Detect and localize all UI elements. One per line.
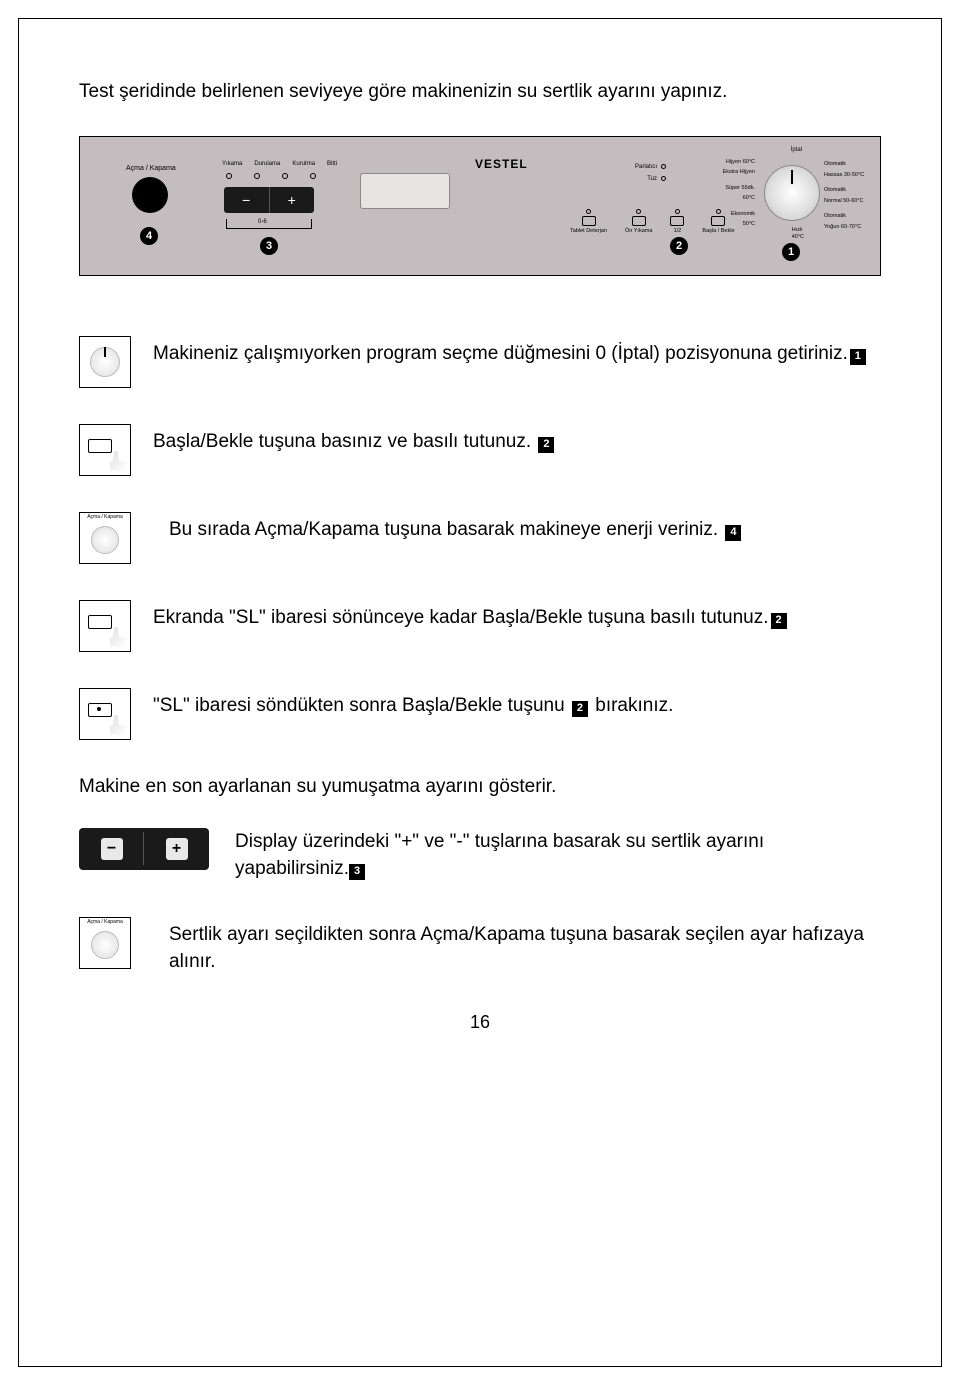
step-text-part: Display üzerindeki "+" ve "-" tuşlarına … (235, 831, 764, 880)
programs-left: Hijyen 60°C Ekstra Hijyen Süper 55dk. 60… (723, 157, 755, 229)
programs-right: Otomatik Hassas 30-50°C Otomatik Normal … (824, 159, 872, 233)
step-text: Bu sırada Açma/Kapama tuşuna basarak mak… (153, 512, 743, 544)
intro-text: Test şeridinde belirlenen seviyeye göre … (79, 79, 881, 106)
option-prewash[interactable]: Ön Yıkama (625, 209, 652, 234)
ref-badge: 2 (771, 613, 787, 629)
control-panel: Açma / Kapama 4 Yıkama Durulama Kurutma … (79, 136, 881, 276)
ref-badge: 2 (572, 701, 588, 717)
led-icon (226, 173, 232, 179)
program-label: Otomatik Hassas 30-50°C (824, 159, 872, 181)
delay-bracket (226, 219, 312, 229)
program-label: Hijyen 60°C Ekstra Hijyen (723, 157, 755, 177)
power-icon: Açma / Kapama (79, 917, 131, 969)
step-text: "SL" ibaresi söndükten sonra Başla/Bekle… (153, 688, 673, 720)
led-icon (310, 173, 316, 179)
badge-1: 1 (782, 243, 800, 261)
brand-logo: VESTEL (475, 157, 528, 171)
led-icon (661, 176, 666, 181)
statement-text: Makine en son ayarlanan su yumuşatma aya… (79, 776, 881, 798)
step-text: Makineniz çalışmıyorken program seçme dü… (153, 336, 868, 368)
step-2: Başla/Bekle tuşuna basınız ve basılı tut… (79, 424, 881, 476)
indicator-label: Tuz (647, 173, 657, 185)
step-text-part: bırakınız. (590, 695, 673, 716)
step-1: Makineniz çalışmıyorken program seçme dü… (79, 336, 881, 388)
power-icon: Açma / Kapama (79, 512, 131, 564)
step-text-part: Başla/Bekle tuşuna basınız ve basılı tut… (153, 431, 536, 452)
page-number: 16 (79, 1012, 881, 1033)
program-iptal: İptal (791, 147, 802, 153)
instruction-steps: Makineniz çalışmıyorken program seçme dü… (79, 336, 881, 740)
icon-label: Açma / Kapama (80, 919, 130, 925)
program-dial[interactable] (764, 165, 820, 221)
program-hizli: Hızlı 40°C (792, 227, 804, 241)
press-button-release-icon (79, 688, 131, 740)
lcd-display (360, 173, 450, 209)
step-text: Ekranda "SL" ibaresi sönünceye kadar Baş… (153, 600, 789, 632)
step-text-part: "SL" ibaresi söndükten sonra Başla/Bekle… (153, 695, 570, 716)
rocker-step: − + Display üzerindeki "+" ve "-" tuşlar… (79, 828, 881, 883)
program-label: Ekonomik 50°C (723, 209, 755, 229)
rocker-icon: − + (79, 828, 209, 870)
led-icon (254, 173, 260, 179)
badge-3: 3 (260, 237, 278, 255)
dial-icon (79, 336, 131, 388)
indicator-label: Parlatıcı (635, 161, 657, 173)
step-4: Ekranda "SL" ibaresi sönünceye kadar Baş… (79, 600, 881, 652)
step-text-part: Bu sırada Açma/Kapama tuşuna basarak mak… (169, 519, 723, 540)
power-label: Açma / Kapama (126, 165, 176, 172)
step-text: Başla/Bekle tuşuna basınız ve basılı tut… (153, 424, 556, 456)
step-text: Display üzerindeki "+" ve "-" tuşlarına … (235, 828, 881, 883)
salt-rinse-indicators: Parlatıcı Tuz (635, 161, 666, 185)
page-content: Test şeridinde belirlenen seviyeye göre … (19, 19, 941, 1063)
plus-label: + (166, 838, 188, 860)
status-label: Bitti (327, 161, 337, 167)
minus-button[interactable]: − (79, 828, 144, 870)
option-label: 1/2 (674, 228, 682, 234)
step-text: Sertlik ayarı seçildikten sonra Açma/Kap… (153, 917, 881, 976)
page-frame: Test şeridinde belirlenen seviyeye göre … (18, 18, 942, 1367)
press-button-icon (79, 600, 131, 652)
option-half[interactable]: 1/2 (670, 209, 684, 234)
ref-badge: 1 (850, 349, 866, 365)
plus-button[interactable]: + (270, 187, 315, 213)
ref-badge: 3 (349, 864, 365, 880)
status-leds (226, 173, 316, 179)
plus-button[interactable]: + (144, 828, 209, 870)
step-text-part: Ekranda "SL" ibaresi sönünceye kadar Baş… (153, 607, 769, 628)
icon-label: Açma / Kapama (80, 514, 130, 520)
minus-button[interactable]: − (224, 187, 270, 213)
program-label: Süper 55dk. 60°C (723, 183, 755, 203)
press-button-icon (79, 424, 131, 476)
badge-4: 4 (140, 227, 158, 245)
led-icon (282, 173, 288, 179)
final-step: Açma / Kapama Sertlik ayarı seçildikten … (79, 917, 881, 976)
option-label: Ön Yıkama (625, 228, 652, 234)
ref-badge: 2 (538, 437, 554, 453)
step-text-part: Sertlik ayarı seçildikten sonra Açma/Kap… (169, 924, 864, 973)
ref-badge: 4 (725, 525, 741, 541)
delay-rocker[interactable]: − + (224, 187, 314, 213)
minus-label: − (101, 838, 123, 860)
delay-label: 0-6 (258, 219, 267, 225)
status-label: Kurutma (292, 161, 315, 167)
step-3: Açma / Kapama Bu sırada Açma/Kapama tuşu… (79, 512, 881, 564)
step-5: "SL" ibaresi söndükten sonra Başla/Bekle… (79, 688, 881, 740)
power-button[interactable] (132, 177, 168, 213)
badge-2: 2 (670, 237, 688, 255)
program-label: Otomatik Yoğun 60-70°C (824, 211, 872, 233)
program-label: Otomatik Normal 50-60°C (824, 185, 872, 207)
status-label: Durulama (254, 161, 280, 167)
status-labels: Yıkama Durulama Kurutma Bitti (222, 161, 337, 167)
option-label: Tablet Deterjan (570, 228, 607, 234)
status-label: Yıkama (222, 161, 242, 167)
led-icon (661, 164, 666, 169)
option-tablet[interactable]: Tablet Deterjan (570, 209, 607, 234)
step-text-part: Makineniz çalışmıyorken program seçme dü… (153, 343, 848, 364)
option-buttons: Tablet Deterjan Ön Yıkama 1/2 Başla / Be… (570, 209, 735, 234)
